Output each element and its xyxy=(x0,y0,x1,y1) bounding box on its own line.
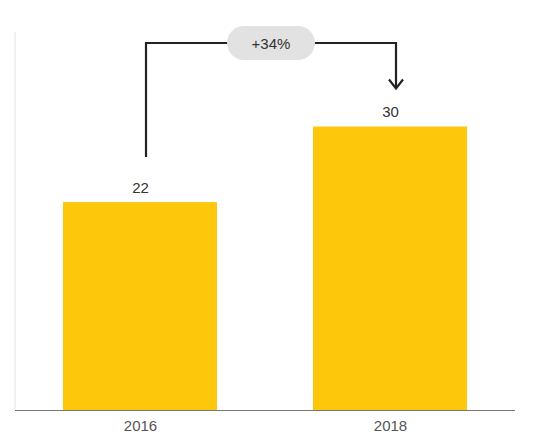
svg-text:2018: 2018 xyxy=(374,417,407,434)
svg-text:30: 30 xyxy=(382,103,399,120)
svg-text:22: 22 xyxy=(132,179,149,196)
svg-text:+34%: +34% xyxy=(252,35,291,52)
svg-text:2016: 2016 xyxy=(124,417,157,434)
